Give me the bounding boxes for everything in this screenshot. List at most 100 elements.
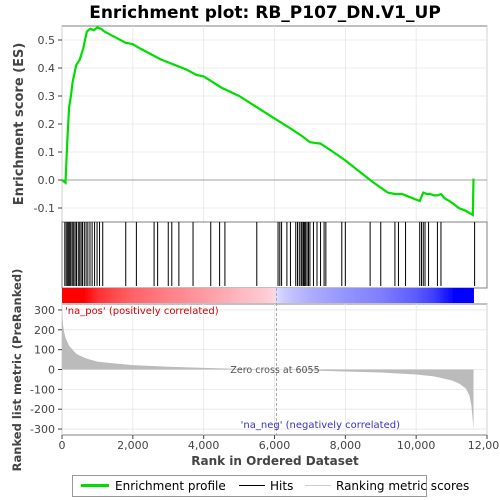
color-bar-segment bbox=[447, 288, 451, 303]
color-bar-segment bbox=[357, 288, 361, 303]
color-bar-segment bbox=[344, 288, 348, 303]
color-bar-segment bbox=[388, 288, 392, 303]
ranking-metric-area bbox=[62, 310, 474, 429]
positive-correlation-label: 'na_pos' (positively correlated) bbox=[65, 306, 219, 317]
color-bar-segment bbox=[386, 288, 390, 303]
color-bar-segment bbox=[193, 288, 197, 303]
color-bar-segment bbox=[437, 288, 441, 303]
color-bar-segment bbox=[80, 288, 83, 303]
es-y-axis-label: Enrichment score (ES) bbox=[12, 43, 27, 206]
color-bar-segment bbox=[162, 288, 166, 303]
metric-tick-label: 0 bbox=[48, 364, 55, 377]
es-tick-label: 0.4 bbox=[38, 62, 56, 75]
color-bar-segment bbox=[460, 288, 464, 303]
chart-title: Enrichment plot: RB_P107_DN.V1_UP bbox=[89, 3, 441, 23]
color-bar-segment bbox=[236, 288, 240, 303]
color-bar-segment bbox=[422, 288, 426, 303]
zero-cross-label: Zero cross at 6055 bbox=[230, 365, 319, 376]
metric-tick-label: 300 bbox=[34, 304, 55, 317]
color-bar-segment bbox=[200, 288, 204, 303]
color-bar-segment bbox=[159, 288, 163, 303]
color-bar-segment bbox=[301, 288, 305, 303]
color-bar-segment bbox=[334, 288, 338, 303]
color-bar-segment bbox=[134, 288, 137, 303]
color-bar-segment bbox=[288, 288, 292, 303]
color-bar-segment bbox=[380, 288, 384, 303]
color-bar-segment bbox=[465, 288, 469, 303]
color-bar-segment bbox=[262, 288, 266, 303]
color-bar-segment bbox=[190, 288, 194, 303]
color-bar-segment bbox=[95, 288, 99, 303]
color-bar-segment bbox=[123, 288, 127, 303]
color-bar-segment bbox=[347, 288, 351, 303]
color-bar-segment bbox=[208, 288, 212, 303]
x-axis-label: Rank in Ordered Dataset bbox=[191, 454, 359, 468]
color-bar-segment bbox=[177, 288, 181, 303]
color-bar-segment bbox=[350, 288, 354, 303]
color-bar-segment bbox=[280, 288, 284, 303]
color-bar-segment bbox=[105, 288, 109, 303]
color-bar-segment bbox=[355, 288, 359, 303]
color-bar-segment bbox=[267, 288, 271, 303]
color-bar-segment bbox=[67, 288, 71, 303]
color-bar-segment bbox=[252, 288, 256, 303]
color-bar-segment bbox=[329, 288, 333, 303]
x-tick-label: 12,000 bbox=[468, 439, 500, 452]
color-bar-segment bbox=[188, 288, 192, 303]
metric-tick-label: 200 bbox=[34, 324, 55, 337]
color-bar-segment bbox=[455, 288, 459, 303]
color-bar-segment bbox=[82, 288, 86, 303]
color-bar-segment bbox=[275, 288, 279, 303]
enrichment-profile-line bbox=[61, 26, 475, 217]
color-bar-segment bbox=[298, 288, 302, 303]
color-bar-segment bbox=[452, 288, 456, 303]
color-bar-segment bbox=[144, 288, 148, 303]
color-bar-segment bbox=[311, 288, 315, 303]
color-bar-segment bbox=[77, 288, 81, 303]
color-bar-segment bbox=[72, 288, 76, 303]
color-bar-segment bbox=[368, 288, 372, 303]
color-bar-segment bbox=[332, 288, 336, 303]
color-bar-segment bbox=[398, 288, 402, 303]
color-bar-segment bbox=[306, 288, 310, 303]
color-bar-segment bbox=[98, 288, 101, 303]
color-bar-segment bbox=[416, 288, 420, 303]
color-bar-segment bbox=[149, 288, 153, 303]
color-bar-segment bbox=[108, 288, 112, 303]
color-bar-segment bbox=[424, 288, 428, 303]
color-bar-segment bbox=[427, 288, 431, 303]
color-bar-segment bbox=[365, 288, 369, 303]
color-bar-segment bbox=[432, 288, 436, 303]
color-bar-segment bbox=[409, 288, 413, 303]
color-bar-segment bbox=[213, 288, 217, 303]
color-bar-segment bbox=[62, 288, 65, 303]
color-bar-segment bbox=[146, 288, 150, 303]
color-bar-segment bbox=[87, 288, 91, 303]
legend-hits-label: Hits bbox=[270, 479, 294, 493]
color-bar-segment bbox=[85, 288, 89, 303]
color-bar-segment bbox=[326, 288, 330, 303]
color-bar-segment bbox=[373, 288, 377, 303]
color-bar-segment bbox=[290, 288, 294, 303]
color-bar-segment bbox=[272, 288, 276, 303]
color-bar-segment bbox=[458, 288, 462, 303]
color-bar-segment bbox=[396, 288, 400, 303]
color-bar-segment bbox=[121, 288, 125, 303]
color-bar-segment bbox=[185, 288, 189, 303]
color-bar-segment bbox=[375, 288, 379, 303]
color-bar-segment bbox=[249, 288, 253, 303]
color-bar-segment bbox=[468, 288, 472, 303]
metric-tick-label: -100 bbox=[30, 383, 55, 396]
color-bar-segment bbox=[285, 288, 289, 303]
color-bar-segment bbox=[370, 288, 374, 303]
color-bar-segment bbox=[270, 288, 274, 303]
legend: Enrichment profile Hits Ranking metric s… bbox=[72, 475, 469, 497]
color-bar-segment bbox=[342, 288, 346, 303]
color-bar-segment bbox=[64, 288, 68, 303]
es-tick-label: -0.1 bbox=[34, 202, 55, 215]
legend-ranking-label: Ranking metric scores bbox=[336, 479, 470, 493]
x-tick-label: 8,000 bbox=[330, 439, 362, 452]
color-bar-segment bbox=[429, 288, 433, 303]
color-bar-segment bbox=[247, 288, 251, 303]
